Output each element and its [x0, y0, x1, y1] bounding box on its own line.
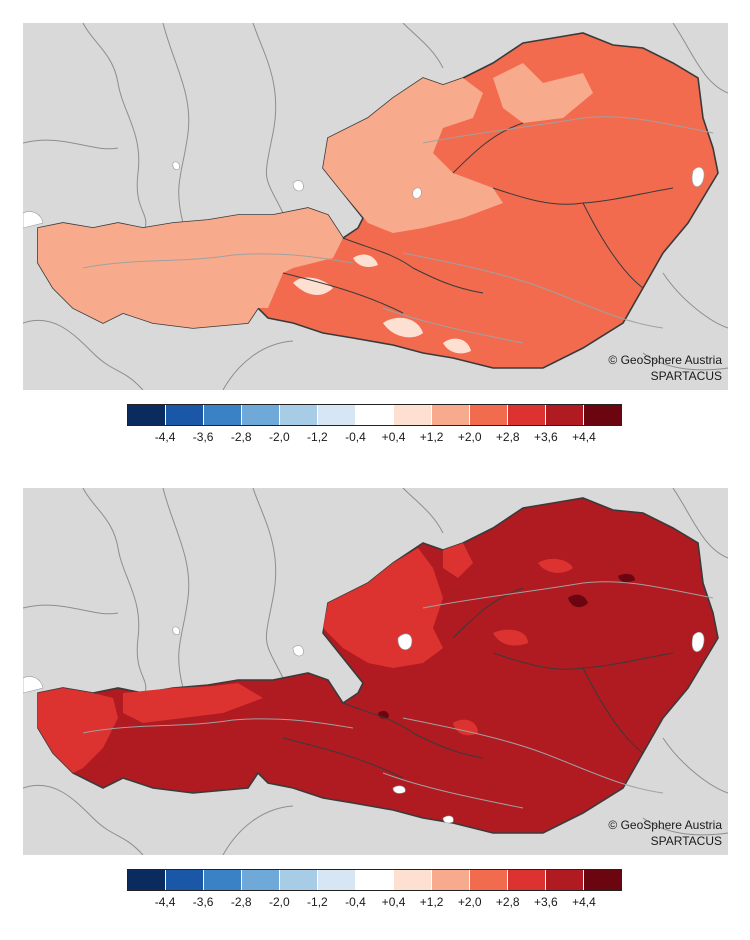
legend-tick-label: +2,8	[495, 895, 520, 909]
legend-tick-label: -4,4	[154, 430, 176, 444]
legend-tick-label: -2,0	[268, 430, 290, 444]
copyright-text-2: © GeoSphere Austria	[608, 818, 722, 832]
legend-swatch-1	[128, 870, 166, 890]
legend-bar-2	[127, 869, 622, 891]
color-legend-1: -4,4 -3,6 -2,8 -2,0 -1,2 -0,4 +0,4 +1,2 +2,0 +2,8…	[127, 404, 622, 446]
legend-swatch-13	[584, 870, 621, 890]
legend-swatch-10	[470, 870, 508, 890]
austria-shape-2	[37, 497, 719, 834]
legend-swatch-6	[318, 405, 356, 425]
legend-swatch-2	[166, 870, 204, 890]
neighbour-borders-2	[23, 488, 728, 855]
legend-swatch-9	[432, 405, 470, 425]
neighbour-borders-1	[23, 23, 728, 390]
legend-tick-label: -2,8	[230, 895, 252, 909]
internal-borders-2	[282, 587, 674, 779]
legend-swatch-12	[546, 870, 584, 890]
legend-swatch-5	[280, 870, 318, 890]
legend-tick-label: -3,6	[192, 895, 214, 909]
legend-swatch-11	[508, 870, 546, 890]
legend-tick-label: +3,6	[533, 895, 558, 909]
legend-tick-label: -1,2	[307, 430, 328, 444]
legend-tick-label: -4,4	[154, 895, 176, 909]
legend-tick-label: +2,8	[495, 430, 520, 444]
legend-tick-label: -0,4	[345, 895, 366, 909]
austria-pale-patches-1	[293, 254, 471, 354]
lakes-1	[23, 161, 705, 229]
legend-swatch-2	[166, 405, 204, 425]
legend-tick-label: -1,2	[307, 895, 328, 909]
legend-tick-label: +0,4	[381, 430, 406, 444]
legend-swatch-8	[394, 405, 432, 425]
legend-tick-label: +1,2	[419, 895, 444, 909]
austria-darkest-patches-2	[378, 573, 635, 719]
legend-ticks-1: -4,4 -3,6 -2,8 -2,0 -1,2 -0,4 +0,4 +1,2 +2,0 +2,8…	[127, 430, 622, 446]
austria-region-north-1	[323, 78, 503, 233]
legend-swatch-11	[508, 405, 546, 425]
legend-swatch-12	[546, 405, 584, 425]
legend-swatch-3	[204, 405, 242, 425]
map-2: © GeoSphere Austria SPARTACUS	[23, 488, 728, 855]
legend-tick-label: -0,4	[345, 430, 366, 444]
legend-tick-label: +4,4	[572, 430, 596, 444]
source-text-2: SPARTACUS	[650, 834, 722, 848]
austria-map-2	[23, 488, 728, 855]
legend-swatch-6	[318, 870, 356, 890]
legend-swatch-9	[432, 870, 470, 890]
lakes-2	[23, 626, 705, 824]
legend-tick-label: +0,4	[381, 895, 406, 909]
copyright-text-1: © GeoSphere Austria	[608, 353, 722, 367]
legend-tick-label: -2,0	[268, 895, 290, 909]
legend-tick-label: +2,0	[457, 430, 482, 444]
legend-swatch-13	[584, 405, 621, 425]
legend-swatch-7	[356, 870, 394, 890]
color-legend-2: -4,4 -3,6 -2,8 -2,0 -1,2 -0,4 +0,4 +1,2 +2,0 +2,8…	[127, 869, 622, 911]
austria-region-west-1	[38, 208, 343, 328]
map-1: © GeoSphere Austria SPARTACUS	[23, 23, 728, 390]
legend-ticks-2: -4,4 -3,6 -2,8 -2,0 -1,2 -0,4 +0,4 +1,2 +2,0 +2,8…	[127, 895, 622, 911]
rivers-2	[82, 581, 714, 809]
legend-swatch-1	[128, 405, 166, 425]
legend-swatch-10	[470, 405, 508, 425]
legend-swatch-4	[242, 870, 280, 890]
legend-tick-label: -3,6	[192, 430, 214, 444]
legend-tick-label: -2,8	[230, 430, 252, 444]
legend-tick-label: +1,2	[419, 430, 444, 444]
rivers-1	[82, 116, 714, 344]
legend-tick-label: +4,4	[572, 895, 596, 909]
legend-tick-label: +2,0	[457, 895, 482, 909]
legend-swatch-3	[204, 870, 242, 890]
legend-swatch-4	[242, 405, 280, 425]
legend-bar-1	[127, 404, 622, 426]
austria-region-northeast-1	[493, 63, 593, 123]
legend-swatch-5	[280, 405, 318, 425]
source-text-1: SPARTACUS	[650, 369, 722, 383]
legend-swatch-8	[394, 870, 432, 890]
austria-map-1	[23, 23, 728, 390]
legend-tick-label: +3,6	[533, 430, 558, 444]
austria-lighter-patches-2	[38, 543, 573, 773]
internal-borders-1	[282, 122, 674, 314]
legend-swatch-7	[356, 405, 394, 425]
